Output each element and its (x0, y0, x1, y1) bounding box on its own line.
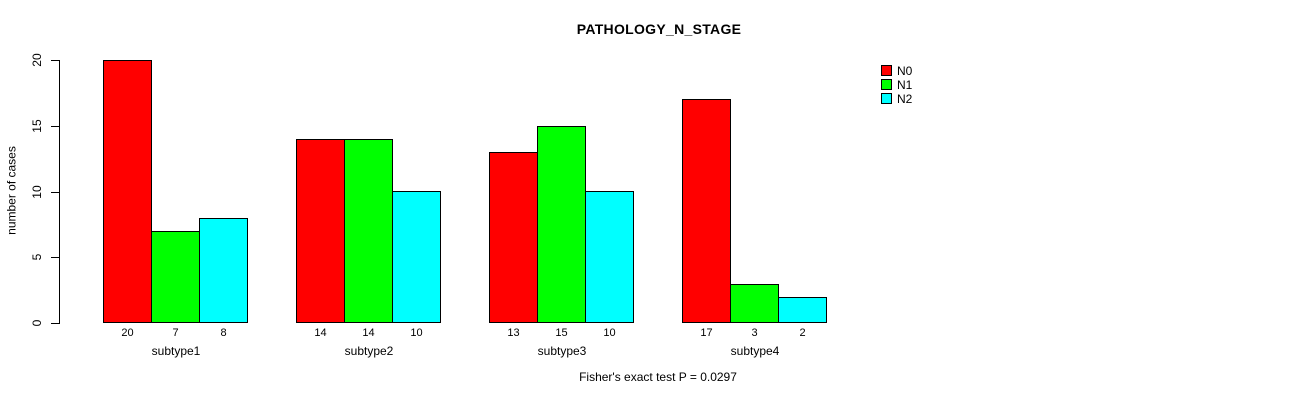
bar (151, 231, 200, 323)
y-axis-line (59, 60, 60, 324)
bar-value-label: 8 (220, 327, 227, 339)
bar-value-label: 13 (507, 327, 520, 339)
category-label: subtype4 (730, 344, 780, 358)
y-tick-label: 0 (30, 319, 44, 327)
legend-swatch (881, 65, 892, 76)
legend-label: N2 (897, 92, 913, 106)
bar (730, 284, 779, 323)
bar (585, 191, 634, 323)
y-tick-label: 15 (30, 119, 44, 133)
legend-label: N0 (897, 64, 913, 78)
bar-value-label: 7 (172, 327, 179, 339)
bar (296, 139, 345, 323)
bar-value-label: 20 (121, 327, 134, 339)
bar (778, 297, 827, 323)
category-label: subtype3 (537, 344, 587, 358)
bar-value-label: 17 (700, 327, 713, 339)
bar (344, 139, 393, 323)
chart-title: PATHOLOGY_N_STAGE (576, 21, 742, 37)
y-tick-label: 5 (30, 253, 44, 261)
bar-value-label: 2 (799, 327, 806, 339)
legend-swatch (881, 93, 892, 104)
category-label: subtype2 (344, 344, 394, 358)
bar (682, 99, 731, 323)
bar-value-label: 3 (751, 327, 758, 339)
y-tick (51, 323, 59, 324)
y-axis-label: number of cases (4, 146, 19, 235)
annotation-text: Fisher's exact test P = 0.0297 (579, 370, 737, 384)
bar (537, 126, 586, 323)
bar-value-label: 14 (362, 327, 375, 339)
bar-value-label: 15 (555, 327, 568, 339)
bar (199, 218, 248, 323)
y-tick (51, 192, 59, 193)
y-tick-label: 10 (30, 185, 44, 199)
y-tick-label: 20 (30, 53, 44, 67)
bar (392, 191, 441, 323)
y-tick (51, 126, 59, 127)
bar-value-label: 14 (314, 327, 327, 339)
category-label: subtype1 (151, 344, 201, 358)
y-tick (51, 257, 59, 258)
bar-value-label: 10 (603, 327, 616, 339)
bar (489, 152, 538, 323)
legend-swatch (881, 79, 892, 90)
legend-label: N1 (897, 78, 913, 92)
y-tick (51, 60, 59, 61)
bar (103, 60, 152, 323)
bar-value-label: 10 (410, 327, 423, 339)
